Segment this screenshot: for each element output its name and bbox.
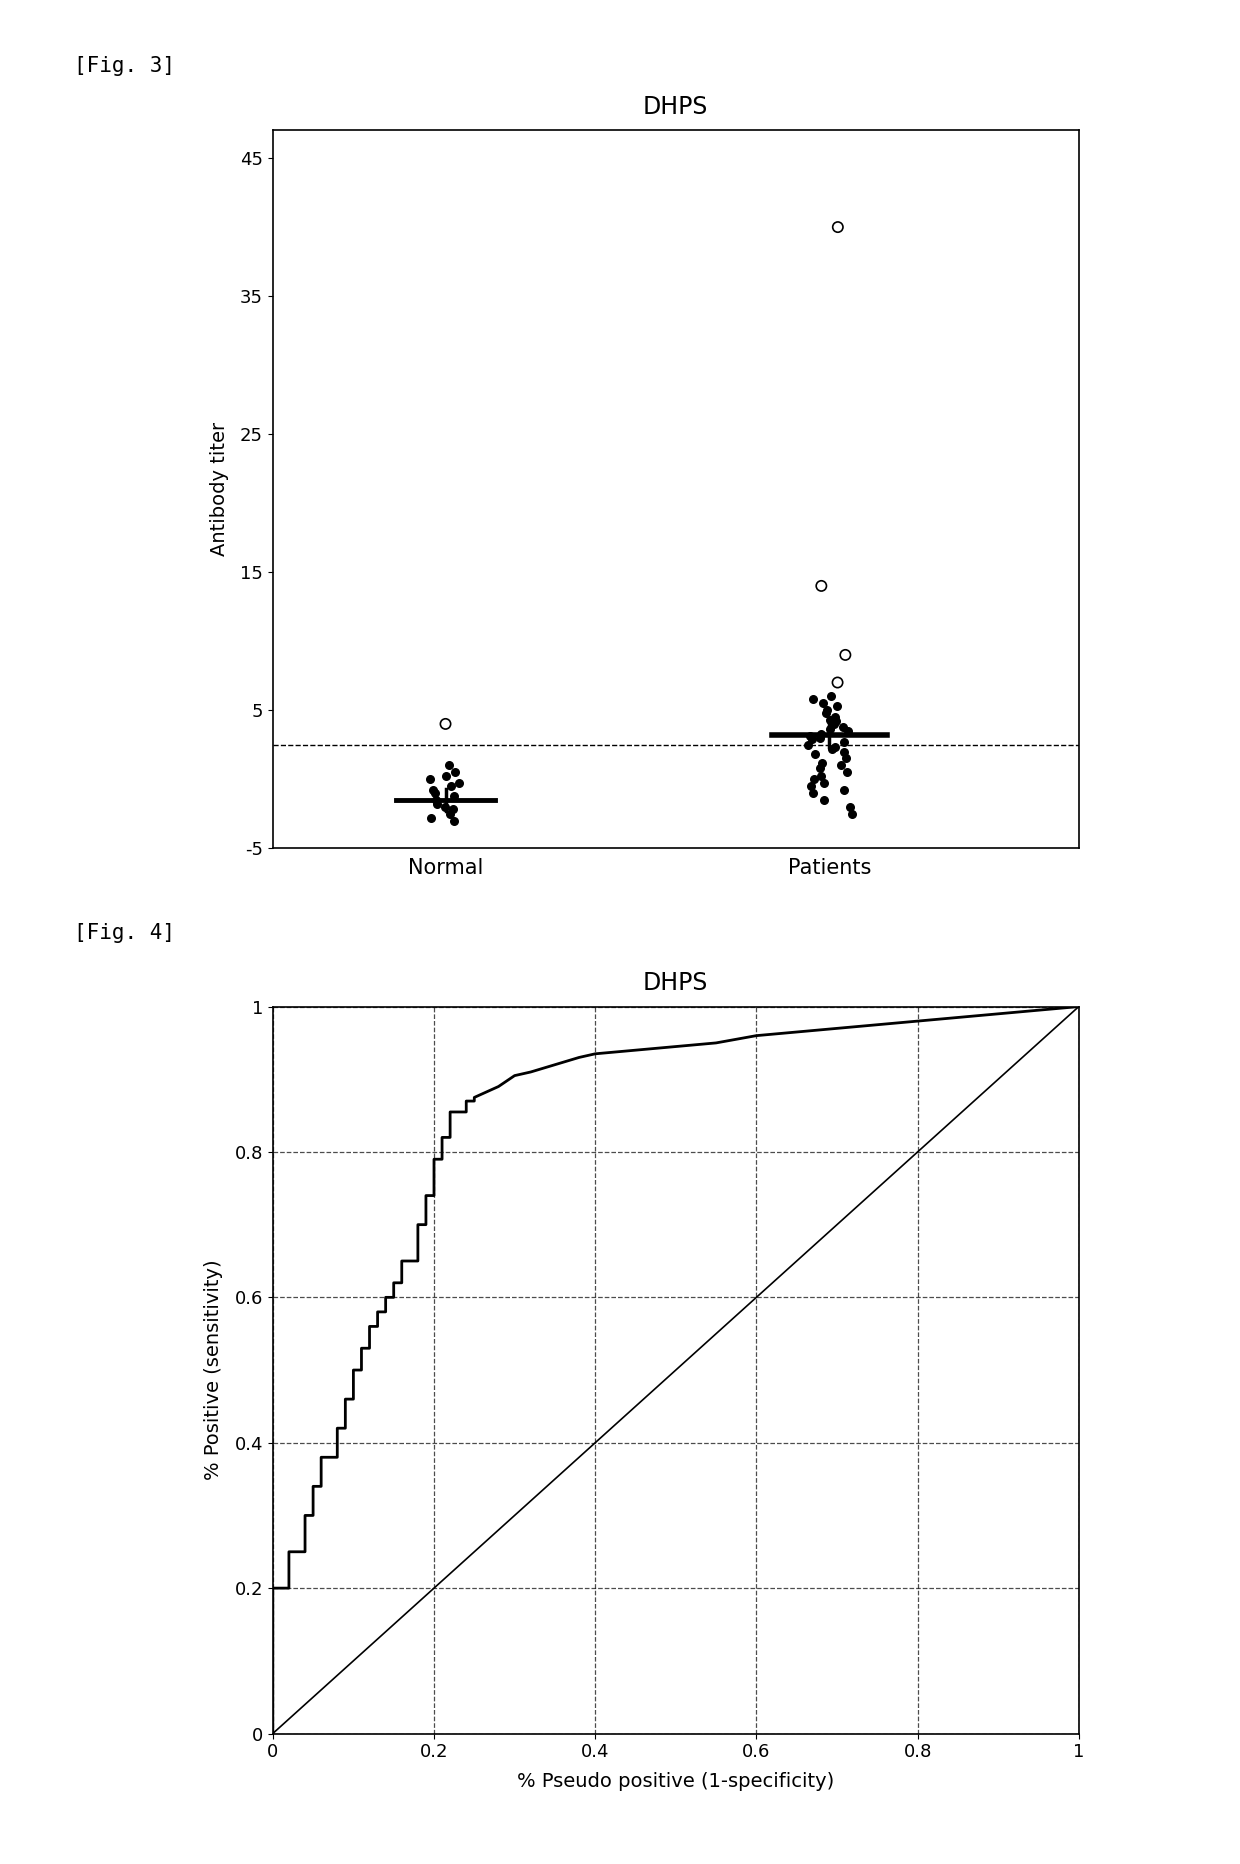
Point — [799, 729, 818, 759]
Point — [450, 768, 470, 798]
Point — [839, 792, 859, 822]
Point — [801, 772, 821, 802]
Point — [836, 639, 856, 669]
Point — [821, 714, 841, 744]
Text: [Fig. 4]: [Fig. 4] — [74, 923, 175, 943]
Point — [801, 725, 821, 755]
Point — [815, 785, 835, 815]
Point — [825, 703, 844, 733]
Point — [444, 805, 464, 835]
Y-axis label: % Positive (sensitivity): % Positive (sensitivity) — [205, 1260, 223, 1480]
Point — [811, 720, 831, 749]
Point — [804, 777, 823, 807]
Point — [806, 740, 826, 770]
Point — [810, 753, 830, 783]
X-axis label: % Pseudo positive (1-specificity): % Pseudo positive (1-specificity) — [517, 1773, 835, 1791]
Point — [835, 736, 854, 766]
Point — [815, 768, 835, 798]
Point — [804, 764, 823, 794]
Point — [804, 684, 823, 714]
Point — [821, 682, 841, 712]
Point — [423, 775, 443, 805]
Point — [827, 667, 847, 697]
Point — [820, 705, 839, 734]
Point — [440, 798, 460, 828]
Point — [837, 757, 857, 787]
Point — [812, 747, 832, 777]
Point — [427, 788, 446, 818]
Point — [810, 723, 830, 753]
Point — [420, 764, 440, 794]
Point — [811, 570, 831, 600]
Point — [836, 744, 856, 774]
Point — [435, 792, 455, 822]
Point — [828, 212, 848, 242]
Title: DHPS: DHPS — [644, 971, 708, 995]
Point — [825, 708, 844, 738]
Y-axis label: Antibody titer: Antibody titer — [210, 423, 229, 555]
Point — [831, 751, 851, 781]
Point — [439, 751, 459, 781]
Point — [827, 692, 847, 721]
Title: DHPS: DHPS — [644, 95, 708, 119]
Point — [833, 712, 853, 742]
Point — [425, 777, 445, 807]
Point — [435, 708, 455, 738]
Point — [801, 721, 821, 751]
Point — [835, 727, 854, 757]
Point — [441, 772, 461, 802]
Point — [838, 716, 858, 746]
Point — [420, 803, 440, 833]
Point — [822, 734, 842, 764]
Point — [445, 757, 465, 787]
Point — [436, 761, 456, 790]
Point — [817, 695, 837, 725]
Point — [813, 688, 833, 718]
Point — [842, 798, 862, 828]
Text: [Fig. 3]: [Fig. 3] — [74, 56, 175, 76]
Point — [826, 733, 846, 762]
Point — [816, 697, 836, 727]
Point — [427, 785, 446, 815]
Point — [444, 781, 464, 811]
Point — [811, 761, 831, 790]
Point — [443, 794, 463, 824]
Point — [826, 706, 846, 736]
Point — [835, 775, 854, 805]
